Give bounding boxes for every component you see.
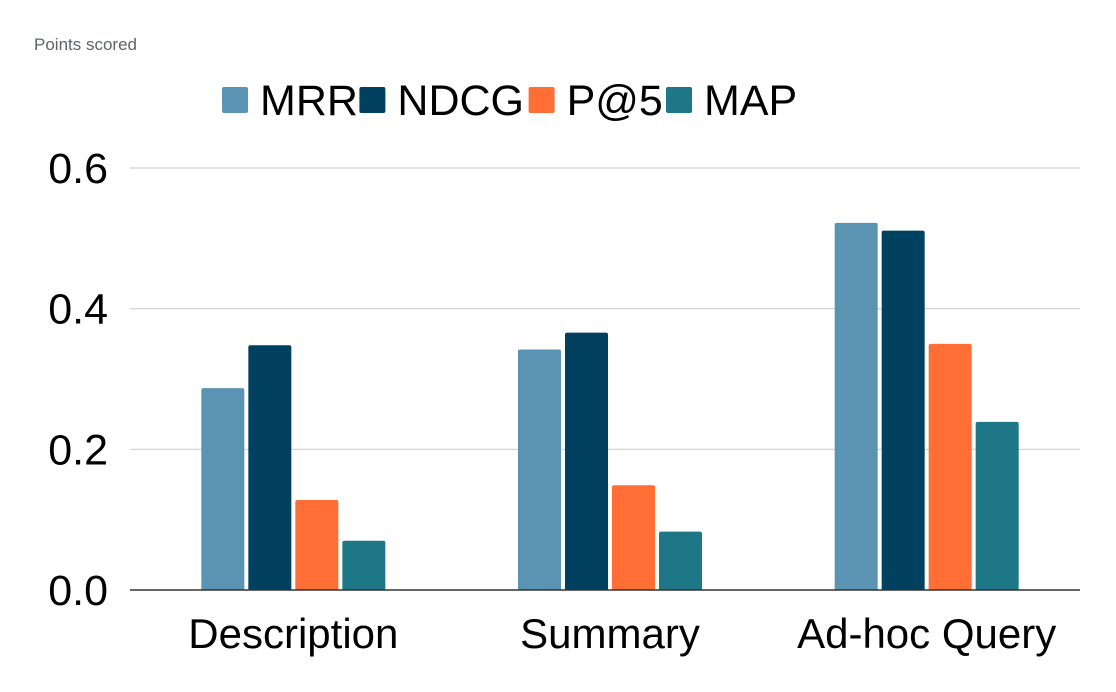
y-tick-label: 0.4 [48,286,108,334]
y-tick-label: 0.6 [48,145,108,193]
legend: MRR NDCG P@5 MAP [222,77,797,125]
legend-label: MAP [704,77,797,125]
bar-mrr-description [201,388,245,590]
x-axis: Description Summary Ad-hoc Query [130,589,1080,657]
legend-label: NDCG [397,77,524,125]
bar-ndcg-ad-hoc-query [881,230,925,590]
legend-swatch-map [666,87,692,113]
y-axis: 0.0 0.2 0.4 0.6 [48,145,108,615]
legend-swatch-mrr [222,87,248,113]
bar-ndcg-description [248,345,292,590]
bar-mrr-summary [518,349,561,590]
y-tick-label: 0.0 [48,567,108,615]
x-tick-label: Description [188,610,398,657]
bar-p5-ad-hoc-query [928,343,972,590]
legend-swatch-p5 [528,87,555,113]
legend-label: MRR [260,77,358,125]
legend-swatch-ndcg [359,87,386,113]
bar-p5-summary [612,485,655,590]
bar-map-summary [659,531,702,590]
bar-ndcg-summary [565,332,608,590]
bar-map-description [342,540,386,590]
bar-mrr-ad-hoc-query [834,222,878,591]
bar-p5-description [295,499,339,590]
bar-map-ad-hoc-query [975,421,1019,590]
bars [201,222,1019,591]
legend-label: P@5 [567,77,663,125]
chart-subtitle: Points scored [34,35,137,54]
y-tick-label: 0.2 [48,426,108,474]
x-tick-label: Summary [520,610,700,657]
x-tick-label: Ad-hoc Query [797,610,1056,657]
